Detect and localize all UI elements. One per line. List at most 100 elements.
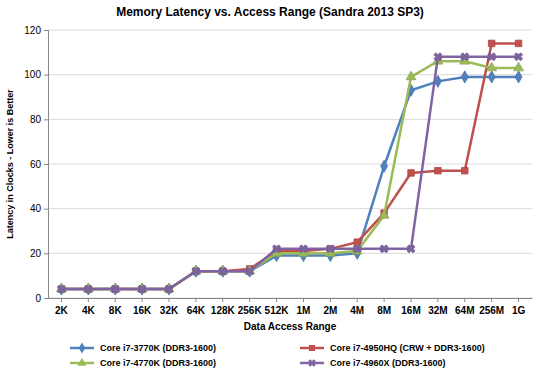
marker: [462, 167, 468, 173]
marker: [408, 170, 414, 176]
legend-label: Core i7-4770K (DDR3-1600): [100, 358, 216, 368]
y-tick-label: 60: [30, 159, 42, 170]
legend-marker: [77, 358, 86, 366]
x-tick-mark: [303, 298, 304, 302]
marker: [515, 40, 521, 46]
marker: [515, 71, 522, 83]
y-tick-mark: [44, 209, 48, 210]
y-tick: 100: [24, 69, 48, 80]
y-tick: 0: [35, 293, 48, 304]
y-tick: 20: [30, 248, 48, 259]
x-axis: 2K4K8K16K32K64K128K256K512K1M2M4M8M16M32…: [49, 298, 533, 316]
x-tick: 2K: [55, 298, 69, 316]
marker: [487, 62, 497, 71]
x-tick-label: 256K: [238, 305, 263, 316]
marker: [461, 71, 468, 83]
y-tick-mark: [44, 75, 48, 76]
marker: [271, 243, 283, 255]
marker: [109, 283, 121, 295]
grid-line: [48, 119, 532, 120]
x-axis-title: Data Access Range: [244, 321, 337, 332]
y-axis-line: [44, 31, 49, 299]
y-tick: 120: [24, 25, 48, 36]
x-tick: 32K: [160, 298, 179, 316]
x-tick: 2M: [323, 298, 337, 316]
x-tick: 4M: [350, 298, 364, 316]
marker: [55, 283, 67, 295]
marker: [488, 40, 494, 46]
series-line: [61, 43, 518, 289]
legend: Core i7-3770K (DDR3-1600) Core i7-4950HQ …: [70, 342, 485, 368]
x-tick: 512K: [265, 298, 290, 316]
x-tick-mark: [115, 298, 116, 302]
marks: [55, 40, 524, 295]
x-tick: 4K: [82, 298, 96, 316]
x-tick-mark: [464, 298, 465, 302]
x-tick-label: 1G: [512, 305, 526, 316]
plot: 0204060801001202K4K8K16K32K64K128K256K51…: [24, 25, 532, 316]
x-tick: 1G: [512, 298, 526, 316]
series-markers: [55, 51, 524, 295]
marker: [297, 243, 309, 255]
x-tick-label: 8K: [109, 305, 123, 316]
x-tick: 16M: [401, 298, 420, 316]
marker: [381, 160, 388, 172]
y-tick-label: 20: [30, 248, 42, 259]
x-tick-mark: [357, 298, 358, 302]
x-tick-label: 16K: [133, 305, 152, 316]
title: Memory Latency vs. Access Range (Sandra …: [116, 5, 424, 19]
y-tick-label: 120: [24, 25, 41, 36]
marker: [378, 243, 390, 255]
chart: Memory Latency vs. Access Range (Sandra …: [0, 0, 540, 374]
marker: [486, 51, 498, 63]
x-tick-label: 4M: [350, 305, 364, 316]
legend-label: Core i7-4960X (DDR3-1600): [330, 358, 446, 368]
legend-marker: [309, 345, 315, 351]
marker: [459, 51, 471, 63]
x-tick-mark: [249, 298, 250, 302]
marker: [406, 71, 416, 80]
x-tick-mark: [222, 298, 223, 302]
x-tick-label: 64K: [187, 305, 206, 316]
y-tick-mark: [44, 298, 48, 299]
series-line: [61, 77, 518, 289]
y-axis: 0 20 40 60 80 100 120: [24, 25, 48, 304]
series-line: [61, 61, 518, 289]
x-tick-label: 8M: [377, 305, 391, 316]
x-tick-label: 32M: [428, 305, 447, 316]
y-tick-mark: [44, 119, 48, 120]
y-tick-mark: [44, 253, 48, 254]
x-tick-label: 2M: [323, 305, 337, 316]
y-tick: 80: [30, 114, 48, 125]
x-tick-mark: [437, 298, 438, 302]
y-tick: 40: [30, 203, 48, 214]
marker: [514, 62, 524, 71]
grid-line: [48, 30, 532, 31]
series-markers: [58, 40, 522, 292]
x-tick: 8K: [109, 298, 123, 316]
marker: [163, 283, 175, 295]
grid-line: [48, 74, 532, 75]
y-tick-label: 80: [30, 114, 42, 125]
legend-item: Core i7-4960X (DDR3-1600): [300, 357, 446, 368]
x-tick: 32M: [428, 298, 447, 316]
marker: [190, 265, 202, 277]
legend-label: Core i7-4950HQ (CRW + DDR3-1600): [330, 343, 485, 353]
marker: [351, 243, 363, 255]
y-tick-label: 100: [24, 69, 41, 80]
marker: [217, 265, 229, 277]
x-tick-label: 32K: [160, 305, 179, 316]
x-tick-label: 256M: [479, 305, 504, 316]
x-tick-mark: [276, 298, 277, 302]
y-tick-mark: [44, 30, 48, 31]
marker: [354, 239, 360, 245]
x-tick-mark: [169, 298, 170, 302]
series-line: [61, 57, 518, 289]
x-tick-label: 64M: [455, 305, 474, 316]
legend-item: Core i7-3770K (DDR3-1600): [70, 342, 216, 353]
y-tick-mark: [44, 164, 48, 165]
y-axis-title: Latency in Clocks - Lower is Better: [5, 89, 15, 239]
x-tick: 256M: [479, 298, 504, 316]
x-tick-mark: [330, 298, 331, 302]
x-tick-label: 4K: [82, 305, 96, 316]
